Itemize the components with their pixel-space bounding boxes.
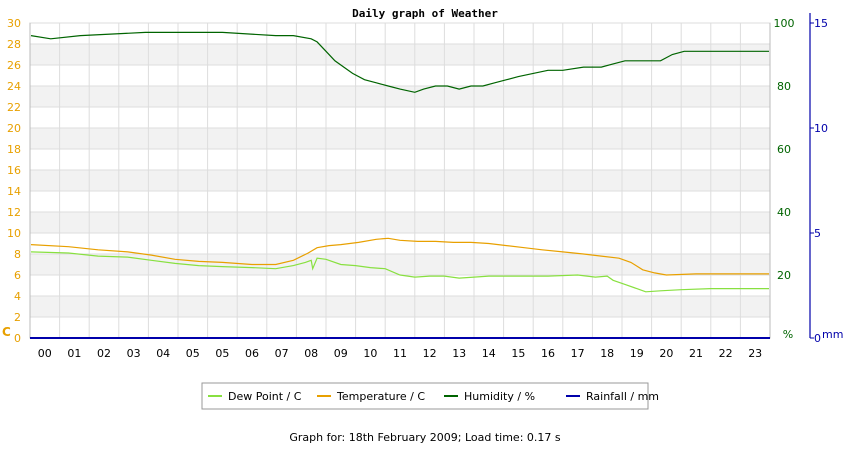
x-tick-label: 01: [67, 347, 81, 360]
temp-tick-label: 28: [7, 38, 21, 51]
humidity-tick-label: 60: [777, 143, 791, 156]
temp-axis-unit: C: [2, 325, 11, 339]
grid-band: [30, 254, 770, 275]
x-tick-label: 06: [245, 347, 259, 360]
temp-tick-label: 24: [7, 80, 21, 93]
legend-label: Humidity / %: [464, 390, 535, 403]
temp-tick-label: 2: [14, 311, 21, 324]
x-tick-label: 21: [689, 347, 703, 360]
x-tick-label: 13: [452, 347, 466, 360]
grid-band: [30, 170, 770, 191]
x-tick-label: 07: [275, 347, 289, 360]
rain-tick-label: 10: [814, 122, 828, 135]
x-tick-label: 17: [571, 347, 585, 360]
temp-tick-label: 18: [7, 143, 21, 156]
series-line-humidity: [30, 31, 769, 93]
humidity-tick-label: 100: [774, 17, 795, 30]
temp-tick-label: 10: [7, 227, 21, 240]
temp-tick-label: 8: [14, 248, 21, 261]
grid-band: [30, 296, 770, 317]
x-tick-label: 02: [97, 347, 111, 360]
x-tick-label: 14: [482, 347, 496, 360]
grid-band: [30, 44, 770, 65]
legend-label: Temperature / C: [336, 390, 425, 403]
temp-tick-label: 16: [7, 164, 21, 177]
graph-footer: Graph for: 18th February 2009; Load time…: [289, 431, 561, 444]
grid-band: [30, 212, 770, 233]
x-tick-label: 12: [423, 347, 437, 360]
x-tick-label: 18: [600, 347, 614, 360]
x-tick-label: 20: [659, 347, 673, 360]
legend-label: Rainfall / mm: [586, 390, 659, 403]
temp-tick-label: 14: [7, 185, 21, 198]
rain-tick-label: 5: [814, 227, 821, 240]
x-tick-label: 08: [304, 347, 318, 360]
temp-tick-label: 4: [14, 290, 21, 303]
x-tick-label: 23: [748, 347, 762, 360]
temp-tick-label: 26: [7, 59, 21, 72]
humidity-tick-label: 40: [777, 206, 791, 219]
humidity-tick-label: 80: [777, 80, 791, 93]
temp-tick-label: 20: [7, 122, 21, 135]
series-line-dew-point: [30, 251, 769, 293]
x-tick-label: 04: [156, 347, 170, 360]
humidity-axis-unit: %: [783, 328, 793, 341]
x-tick-label: 05: [215, 347, 229, 360]
grid-band: [30, 86, 770, 107]
chart-title: Daily graph of Weather: [352, 7, 498, 20]
x-tick-label: 15: [511, 347, 525, 360]
temp-tick-label: 22: [7, 101, 21, 114]
temp-tick-label: 30: [7, 17, 21, 30]
humidity-tick-label: 20: [777, 269, 791, 282]
grid-band: [30, 128, 770, 149]
x-tick-label: 11: [393, 347, 407, 360]
rain-tick-label: 15: [814, 17, 828, 30]
legend-label: Dew Point / C: [228, 390, 302, 403]
rain-axis-unit: mm: [822, 328, 843, 341]
x-tick-label: 09: [334, 347, 348, 360]
x-tick-label: 05: [186, 347, 200, 360]
x-tick-label: 10: [363, 347, 377, 360]
series-line-temperature: [30, 237, 769, 276]
x-tick-label: 19: [630, 347, 644, 360]
x-tick-label: 22: [719, 347, 733, 360]
rain-tick-label: 0: [814, 332, 821, 345]
temp-tick-label: 6: [14, 269, 21, 282]
x-tick-label: 03: [127, 347, 141, 360]
temp-tick-label: 12: [7, 206, 21, 219]
x-tick-label: 16: [541, 347, 555, 360]
x-tick-label: 00: [38, 347, 52, 360]
temp-tick-label: 0: [14, 332, 21, 345]
